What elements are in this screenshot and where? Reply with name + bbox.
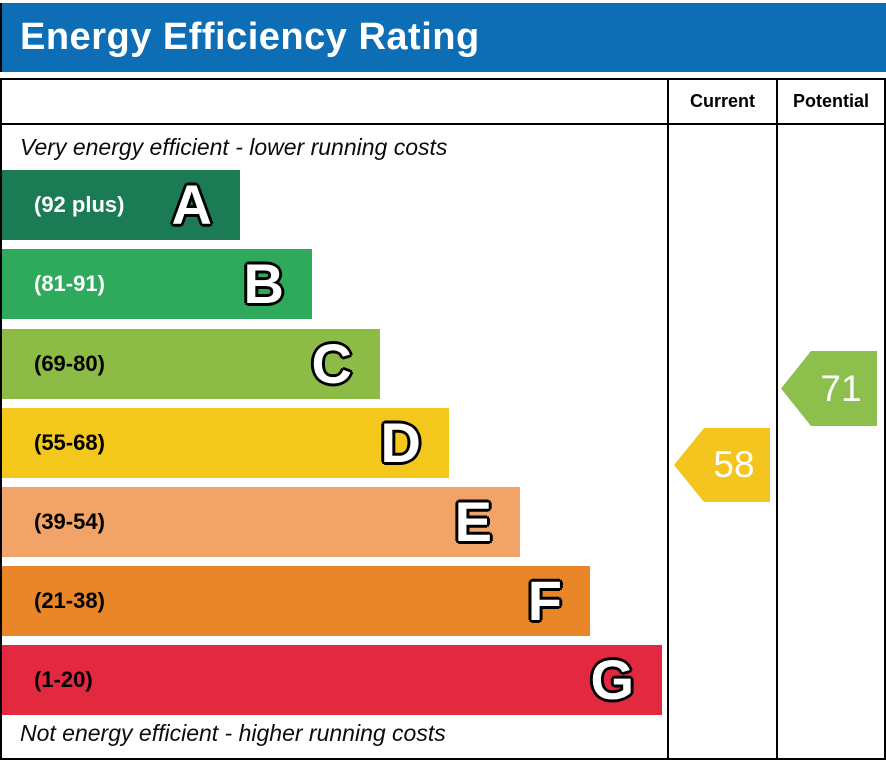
column-header-current: Current	[689, 91, 755, 111]
band-range-label: (92 plus)	[34, 192, 125, 217]
column-header-potential: Potential	[792, 91, 869, 111]
band-row-f: (21-38) F	[2, 566, 590, 636]
band-letter: A	[171, 173, 212, 236]
band-range-label: (55-68)	[34, 430, 105, 455]
top-note: Very energy efficient - lower running co…	[20, 134, 448, 160]
band-letter: B	[243, 252, 284, 315]
title-banner: Energy Efficiency Rating	[0, 3, 886, 72]
page-title: Energy Efficiency Rating	[20, 16, 480, 58]
band-row-d: (55-68) D	[2, 408, 449, 478]
column-divider-left	[667, 78, 669, 760]
band-range-label: (81-91)	[34, 271, 105, 296]
band-letter: C	[311, 332, 352, 395]
band-row-g: (1-20) G	[2, 645, 662, 715]
band-letter: G	[590, 648, 634, 711]
band-letter: D	[380, 411, 421, 474]
bottom-note: Not energy efficient - higher running co…	[20, 720, 446, 746]
band-letter: E	[454, 490, 492, 553]
band-row-c: (69-80) C	[2, 329, 380, 399]
current-rating-value: 58	[713, 444, 755, 485]
band-row-b: (81-91) B	[2, 249, 312, 319]
band-letter: F	[527, 569, 562, 632]
band-range-label: (1-20)	[34, 667, 93, 692]
band-range-label: (39-54)	[34, 509, 105, 534]
header-row-divider	[0, 123, 886, 125]
band-row-e: (39-54) E	[2, 487, 520, 557]
band-range-label: (21-38)	[34, 588, 105, 613]
band-row-a: (92 plus) A	[2, 170, 240, 240]
band-range-label: (69-80)	[34, 351, 105, 376]
potential-rating-value: 71	[820, 367, 862, 409]
column-divider-right	[776, 78, 778, 760]
